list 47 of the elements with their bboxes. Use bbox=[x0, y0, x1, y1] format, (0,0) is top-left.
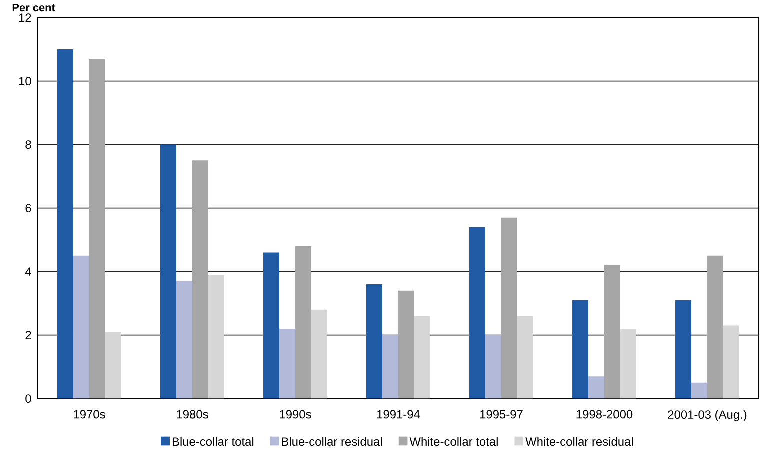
x-tick-label: 1980s bbox=[177, 410, 208, 419]
y-axis-title: Per cent bbox=[12, 4, 56, 12]
y-tick-label: 10 bbox=[19, 77, 32, 86]
bar bbox=[676, 300, 692, 399]
x-tick-label: 1970s bbox=[74, 410, 106, 419]
x-tick-label: 1991-94 bbox=[377, 410, 420, 419]
bar bbox=[312, 310, 328, 399]
x-tick-label: 1998-2000 bbox=[576, 410, 633, 419]
x-tick-label: 1995-97 bbox=[480, 410, 523, 419]
bar bbox=[398, 290, 415, 399]
bar bbox=[366, 284, 383, 399]
x-tick-label: 1990s bbox=[280, 410, 312, 419]
y-tick-label: 4 bbox=[25, 268, 32, 276]
bar bbox=[486, 335, 502, 399]
y-tick-label: 6 bbox=[26, 204, 32, 213]
y-tick-label: 0 bbox=[26, 394, 32, 404]
bar bbox=[58, 50, 74, 399]
legend-label: Blue-collar total bbox=[172, 437, 254, 446]
y-tick-label: 12 bbox=[19, 14, 32, 22]
bar bbox=[106, 332, 122, 399]
bar bbox=[74, 256, 90, 399]
bar bbox=[382, 335, 399, 399]
bar bbox=[604, 266, 621, 399]
bar bbox=[208, 275, 225, 399]
y-tick-label: 2 bbox=[26, 331, 32, 340]
bar bbox=[192, 160, 209, 399]
y-tick-label: 8 bbox=[26, 140, 32, 150]
bar bbox=[280, 329, 296, 399]
bar bbox=[708, 256, 724, 399]
bar bbox=[176, 281, 193, 399]
bar bbox=[572, 300, 589, 399]
bar bbox=[470, 227, 486, 399]
bar bbox=[518, 316, 534, 399]
legend-label: White-collar residual bbox=[526, 437, 634, 446]
bar bbox=[160, 144, 177, 399]
bar bbox=[296, 246, 312, 399]
bar bbox=[414, 316, 431, 399]
bar bbox=[90, 59, 106, 399]
bar bbox=[692, 383, 708, 399]
bar bbox=[724, 326, 740, 399]
legend-label: Blue-collar residual bbox=[282, 437, 382, 446]
bar bbox=[620, 329, 637, 399]
bar bbox=[588, 376, 605, 399]
bar bbox=[502, 218, 518, 399]
legend-label: White-collar total bbox=[410, 437, 498, 446]
bar bbox=[264, 252, 280, 399]
x-tick-label: 2001-03 (Aug.) bbox=[668, 410, 747, 422]
